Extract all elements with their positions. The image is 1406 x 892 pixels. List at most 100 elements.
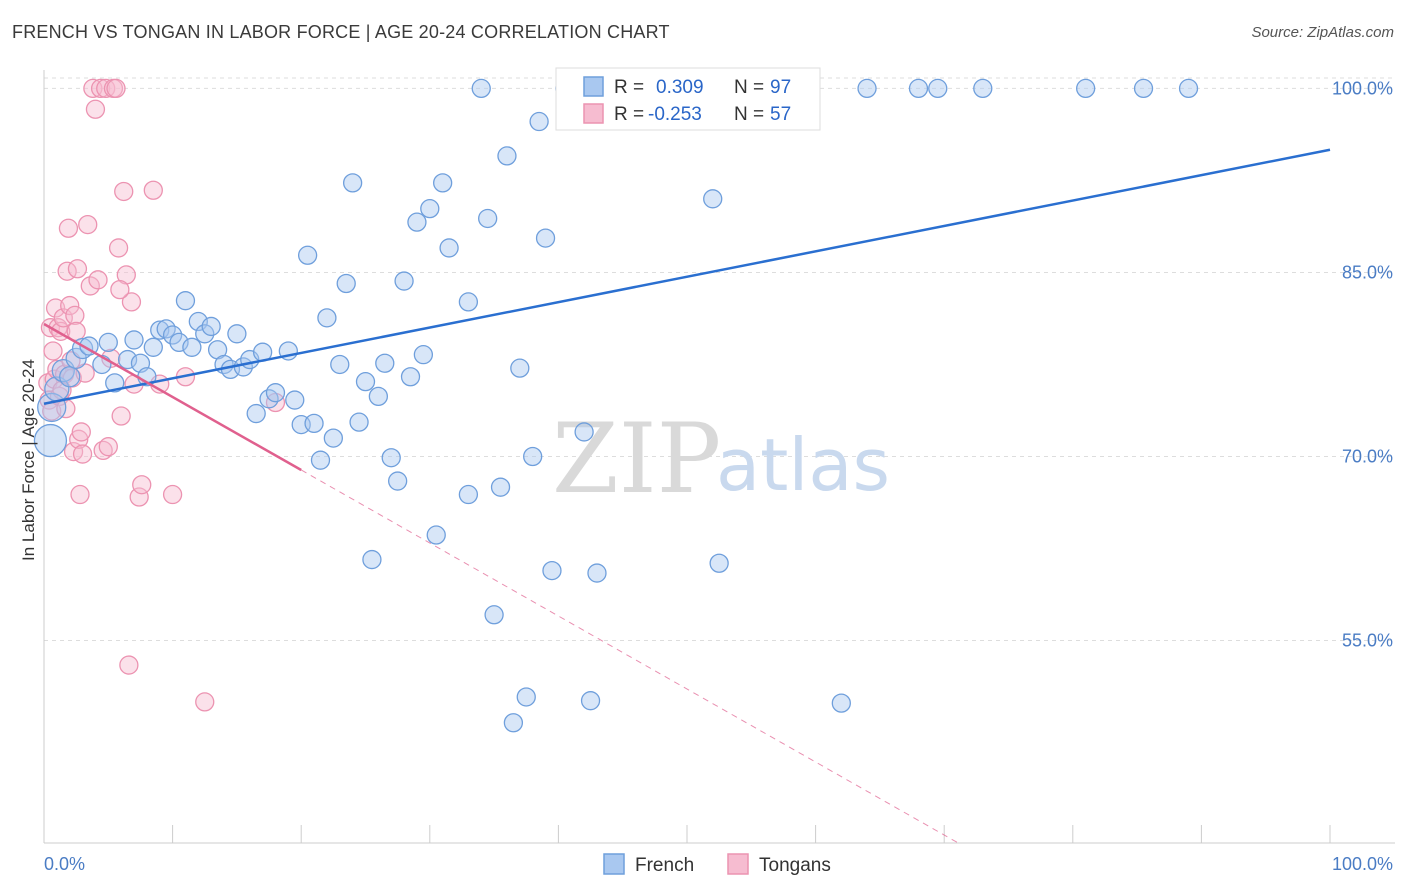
- french-point: [433, 173, 453, 193]
- x-tick-label-min: 0.0%: [44, 854, 85, 874]
- chart-title: FRENCH VS TONGAN IN LABOR FORCE | AGE 20…: [12, 22, 670, 42]
- tongans-trend-line: [43, 322, 302, 472]
- french-point: [323, 428, 344, 448]
- french-point: [703, 189, 723, 209]
- trend-lines: [43, 148, 1331, 844]
- french-point: [182, 337, 202, 357]
- y-tick-label: 85.0%: [1342, 262, 1393, 282]
- tongans-point: [69, 429, 89, 449]
- french-point: [330, 354, 350, 375]
- tongans-point: [75, 363, 95, 383]
- tongans-point: [98, 437, 118, 457]
- y-tick-labels: 55.0% 70.0% 85.0% 100.0%: [1332, 78, 1393, 650]
- french-point: [439, 238, 459, 258]
- tongans-point: [53, 308, 73, 328]
- tongans-point: [85, 99, 106, 119]
- french-point: [542, 560, 562, 581]
- source-label: Source: ZipAtlas.com: [1251, 24, 1394, 41]
- french-point: [580, 691, 601, 711]
- stats-legend: R = 0.309 N = 97 R = -0.253 N = 57: [555, 67, 821, 131]
- tongan-r-value: -0.253: [648, 104, 702, 125]
- tongan-n-value: 57: [770, 104, 791, 125]
- tongan-r-label: R =: [614, 104, 644, 125]
- french-point: [831, 693, 851, 713]
- french-point: [227, 324, 247, 344]
- tongans-point: [72, 444, 93, 464]
- tongans-point: [67, 259, 88, 279]
- french-n-label: N =: [734, 77, 764, 98]
- tongans-point: [60, 295, 80, 316]
- french-point: [33, 423, 68, 458]
- french-point: [342, 173, 363, 193]
- legend-french-label: French: [635, 855, 694, 876]
- tongans-point: [80, 276, 100, 296]
- tongans-point: [129, 487, 149, 507]
- french-point: [928, 78, 948, 99]
- watermark-zip: ZIP: [552, 403, 721, 515]
- french-point: [523, 446, 543, 467]
- french-point: [407, 212, 427, 232]
- french-point: [175, 291, 196, 311]
- tongan-legend-swatch: [583, 103, 604, 124]
- french-point: [162, 325, 183, 345]
- french-point: [381, 448, 401, 468]
- tongans-point: [121, 292, 142, 312]
- french-point: [1076, 78, 1096, 99]
- tongans-point: [70, 484, 90, 505]
- tongans-point: [65, 305, 85, 326]
- tongans-point: [93, 440, 113, 461]
- series-legend: French Tongans: [603, 853, 831, 876]
- french-point: [59, 366, 81, 388]
- watermark-atlas: atlas: [716, 423, 890, 507]
- french-point: [908, 78, 929, 99]
- french-point: [387, 471, 408, 491]
- french-point: [478, 208, 498, 229]
- french-point: [375, 353, 395, 373]
- french-point: [201, 316, 221, 337]
- tongans-point: [88, 270, 108, 290]
- french-point: [510, 358, 530, 378]
- french-r-label: R =: [614, 77, 644, 98]
- french-point: [426, 525, 446, 545]
- x-tick-labels: 0.0% 100.0%: [44, 854, 1393, 874]
- tongans-point: [195, 692, 215, 712]
- legend-tongans-swatch: [727, 853, 749, 875]
- tongans-point: [110, 279, 130, 300]
- french-point: [484, 605, 504, 625]
- french-point: [458, 292, 479, 312]
- tongans-point: [132, 475, 152, 495]
- french-point: [368, 386, 389, 407]
- french-point: [574, 422, 594, 442]
- french-point: [458, 484, 479, 505]
- y-tick-label: 70.0%: [1342, 447, 1393, 467]
- y-tick-label: 100.0%: [1332, 78, 1393, 98]
- french-point: [471, 78, 491, 99]
- tongans-point: [43, 341, 63, 361]
- tongan-n-label: N =: [734, 104, 764, 125]
- french-point: [1133, 78, 1154, 99]
- french-point: [490, 477, 511, 497]
- french-point: [413, 345, 434, 365]
- french-point: [98, 332, 118, 353]
- tongans-point: [162, 484, 183, 505]
- french-point: [400, 367, 421, 387]
- french-point: [105, 373, 125, 393]
- french-point: [857, 78, 877, 99]
- axes: [43, 70, 1395, 844]
- french-point: [497, 146, 517, 166]
- y-axis-label: In Labor Force | Age 20-24: [19, 359, 38, 561]
- french-r-value: 0.309: [656, 77, 704, 98]
- french-point: [317, 308, 337, 328]
- x-tick-label-max: 100.0%: [1332, 854, 1393, 874]
- french-point: [124, 330, 144, 350]
- french-trend-line: [43, 148, 1331, 405]
- french-point: [143, 337, 163, 357]
- french-point: [587, 563, 607, 583]
- legend-french-swatch: [603, 853, 625, 875]
- french-point: [195, 324, 215, 344]
- french-point: [79, 336, 99, 356]
- tongans-point: [114, 181, 134, 202]
- watermark: ZIP atlas: [552, 403, 890, 515]
- french-point: [420, 198, 440, 219]
